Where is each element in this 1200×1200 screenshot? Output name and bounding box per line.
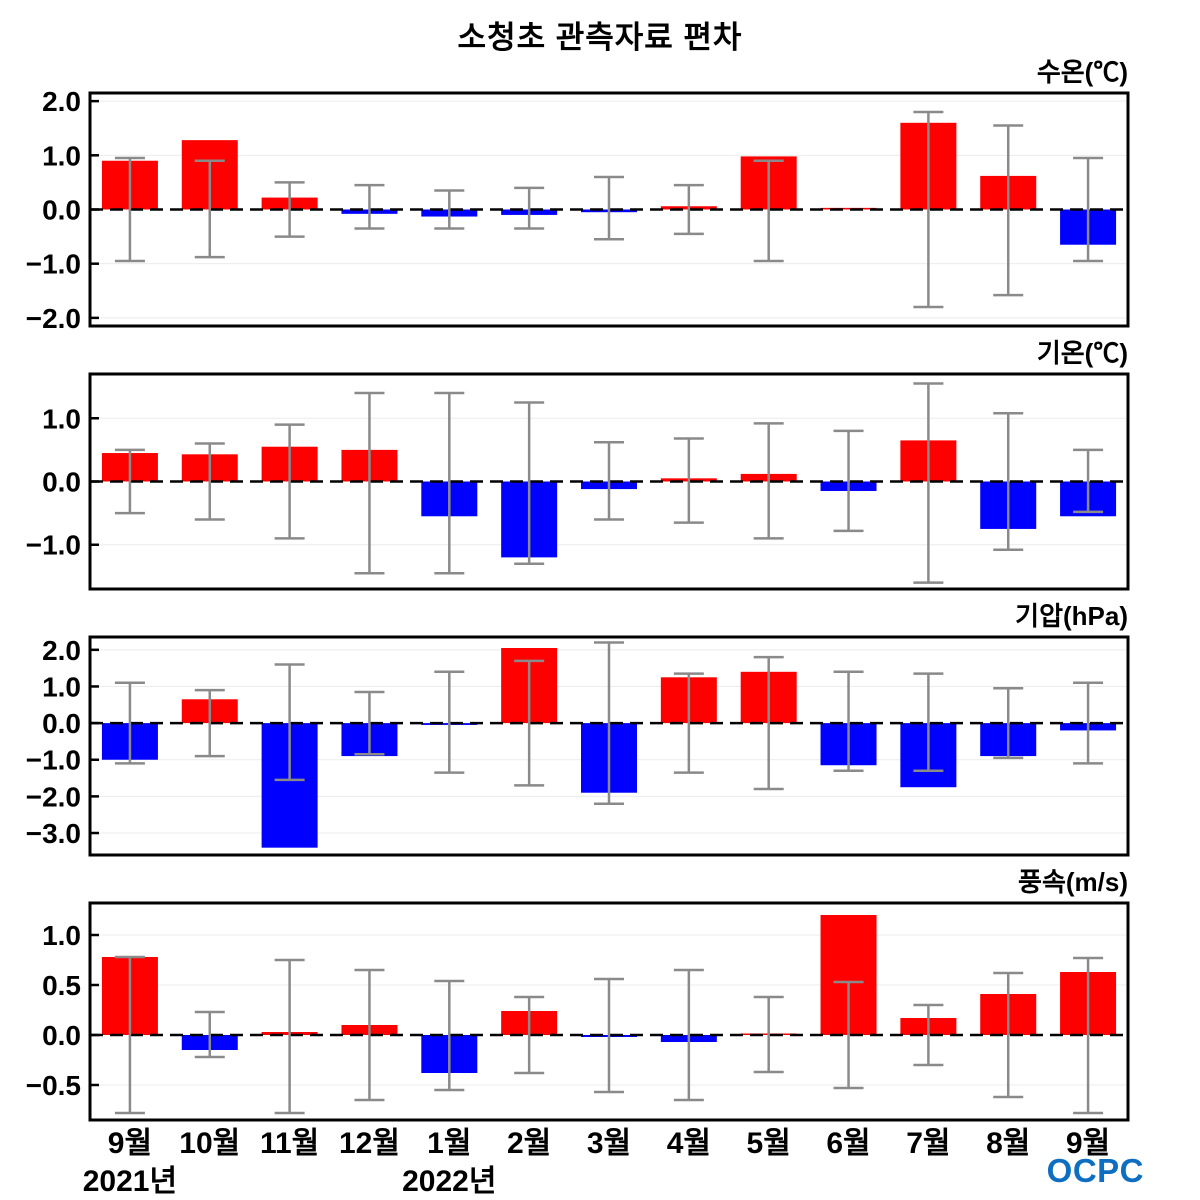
x-tick-label: 6월 [826, 1127, 870, 1160]
ytick-label: 1.0 [42, 920, 81, 951]
panel-border [88, 635, 1130, 857]
x-tick-label: 1월 [427, 1127, 471, 1160]
ytick-label: 1.0 [42, 140, 81, 171]
x-tick-label: 11월 [260, 1127, 319, 1160]
ytick-label: −0.5 [26, 1070, 81, 1101]
chart-panel-wind-speed: 풍속(m/s) 1.0 0.5 0.0 −0.5 [26, 867, 1130, 1122]
panel-border [88, 91, 1130, 328]
x-tick-label: 12월 [339, 1127, 400, 1160]
panel-label: 풍속(m/s) [1018, 867, 1128, 897]
ocpc-logo: OCPC [1046, 1152, 1144, 1189]
ytick-label: −1.0 [26, 249, 81, 280]
x-tick-label: 3월 [587, 1127, 631, 1160]
chart-title: 소청초 관측자료 편차 [457, 20, 743, 55]
ytick-label: 2.0 [42, 635, 81, 666]
panel-border [88, 372, 1130, 591]
ytick-label: −3.0 [26, 818, 81, 849]
ytick-label: 0.0 [42, 467, 81, 498]
x-tick-label: 8월 [986, 1127, 1030, 1160]
ytick-label: −2.0 [26, 781, 81, 812]
year-label: 2022년 [402, 1165, 496, 1198]
x-tick-label: 9월 [1066, 1127, 1110, 1160]
chart-panel-water-temp: 수온(℃) 2.0 1.0 0.0 −1.0 −2.0 [26, 57, 1130, 329]
year-label: 2021년 [83, 1165, 177, 1198]
x-tick-label: 10월 [179, 1127, 240, 1160]
x-axis: 9월 10월 11월 12월 1월 2월 3월 4월 5월 6월 7월 8월 9월 2021년 2022년 [83, 1127, 1110, 1198]
x-tick-label: 4월 [667, 1127, 711, 1160]
ytick-label: 0.0 [42, 1020, 81, 1051]
x-tick-label: 2월 [507, 1127, 551, 1160]
ytick-label: 0.0 [42, 195, 81, 226]
chart-panel-pressure: 기압(hPa) 2.0 1.0 0.0 −1.0 −2.0 −3.0 [26, 601, 1130, 857]
panel-label: 기온(℃) [1037, 338, 1128, 368]
ytick-label: 2.0 [42, 86, 81, 117]
ytick-label: −1.0 [26, 530, 81, 561]
ytick-label: 1.0 [42, 671, 81, 702]
ytick-label: 1.0 [42, 403, 81, 434]
ytick-label: 0.5 [42, 970, 81, 1001]
chart-panels-container: 수온(℃) 2.0 1.0 0.0 −1.0 −2.0 기온(℃) 1.0 0.0 −1.0 기압(… [0, 48, 1200, 1200]
bar [820, 207, 877, 210]
x-tick-label: 5월 [747, 1127, 791, 1160]
chart-panel-air-temp: 기온(℃) 1.0 0.0 −1.0 [26, 338, 1130, 591]
panel-label: 수온(℃) [1037, 57, 1128, 87]
ytick-label: −2.0 [26, 303, 81, 329]
ytick-label: −1.0 [26, 745, 81, 776]
panel-border [88, 901, 1130, 1122]
x-tick-label: 7월 [906, 1127, 950, 1160]
x-tick-label: 9월 [108, 1127, 152, 1160]
panel-label: 기압(hPa) [1015, 601, 1128, 631]
ytick-label: 0.0 [42, 708, 81, 739]
